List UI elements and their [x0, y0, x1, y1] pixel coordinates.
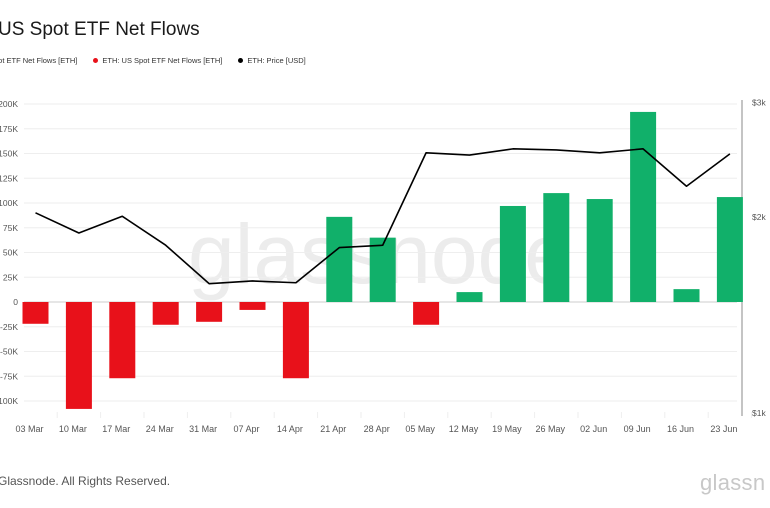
left-axis-label: -100K: [0, 396, 18, 406]
flow-bar[interactable]: [369, 237, 396, 302]
left-axis-label: 200K: [0, 99, 18, 109]
legend-dot-icon: [93, 58, 99, 63]
legend-label: pot ETF Net Flows [ETH]: [0, 56, 78, 65]
flow-bar[interactable]: [630, 111, 657, 302]
x-axis-label: 31 Mar: [189, 424, 217, 434]
flow-bar[interactable]: [152, 302, 179, 325]
brand-logo: glassn: [700, 470, 766, 495]
flow-bar[interactable]: [326, 216, 353, 302]
legend-label: ETH: Price [USD]: [247, 56, 306, 65]
right-axis-label: $3k: [752, 97, 766, 107]
flow-bar[interactable]: [716, 197, 743, 302]
flow-bar[interactable]: [499, 205, 526, 302]
chart-legend: pot ETF Net Flows [ETH] ETH: US Spot ETF …: [0, 56, 322, 65]
left-axis-label: -50K: [0, 347, 18, 357]
x-axis-label: 28 Apr: [364, 424, 390, 434]
price-line[interactable]: [35, 148, 731, 285]
left-axis-label: 50K: [3, 248, 18, 258]
x-axis-label: 05 May: [405, 424, 435, 434]
flow-bar[interactable]: [456, 292, 483, 302]
left-axis-label: 175K: [0, 124, 18, 134]
flow-bar[interactable]: [22, 302, 49, 324]
flow-bar[interactable]: [239, 302, 266, 310]
x-axis-label: 02 Jun: [580, 424, 607, 434]
x-axis-label: 14 Apr: [277, 424, 303, 434]
left-axis-label: -75K: [0, 371, 18, 381]
x-axis-label: 16 Jun: [667, 424, 694, 434]
left-axis-label: 125K: [0, 173, 18, 183]
right-axis-label: $1k: [752, 408, 766, 418]
flow-bar[interactable]: [282, 302, 309, 379]
x-axis-label: 07 Apr: [233, 424, 259, 434]
flow-bar[interactable]: [673, 289, 700, 302]
x-axis-label: 21 Apr: [320, 424, 346, 434]
x-axis-label: 12 May: [449, 424, 479, 434]
flow-bar[interactable]: [65, 302, 92, 409]
x-axis-label: 24 Mar: [146, 424, 174, 434]
left-axis-label: 0: [13, 297, 18, 307]
legend-item[interactable]: ETH: US Spot ETF Net Flows [ETH]: [93, 56, 222, 65]
x-axis-label: 19 May: [492, 424, 522, 434]
right-axis-label: $2k: [752, 212, 766, 222]
x-axis-label: 10 Mar: [59, 424, 87, 434]
flow-bar[interactable]: [413, 302, 440, 325]
flow-bar[interactable]: [543, 193, 570, 302]
left-axis-label: 100K: [0, 198, 18, 208]
x-axis-label: 17 Mar: [102, 424, 130, 434]
legend-dot-icon: [238, 58, 244, 63]
legend-item[interactable]: ETH: Price [USD]: [238, 56, 306, 65]
x-axis-label: 23 Jun: [710, 424, 737, 434]
x-axis-label: 03 Mar: [15, 424, 43, 434]
left-axis-label: -25K: [0, 322, 18, 332]
legend-label: ETH: US Spot ETF Net Flows [ETH]: [102, 56, 223, 65]
left-axis-label: 75K: [3, 223, 18, 233]
x-axis-label: 26 May: [536, 424, 566, 434]
chart-title: US Spot ETF Net Flows: [0, 19, 200, 40]
x-axis-label: 09 Jun: [624, 424, 651, 434]
legend-item[interactable]: pot ETF Net Flows [ETH]: [0, 56, 77, 65]
copyright-text: Glassnode. All Rights Reserved.: [0, 474, 171, 488]
flow-bar[interactable]: [586, 199, 613, 302]
left-axis-label: 25K: [3, 272, 18, 282]
flow-bar[interactable]: [196, 302, 223, 322]
left-axis-label: 150K: [0, 149, 18, 159]
flow-bar[interactable]: [109, 302, 136, 379]
